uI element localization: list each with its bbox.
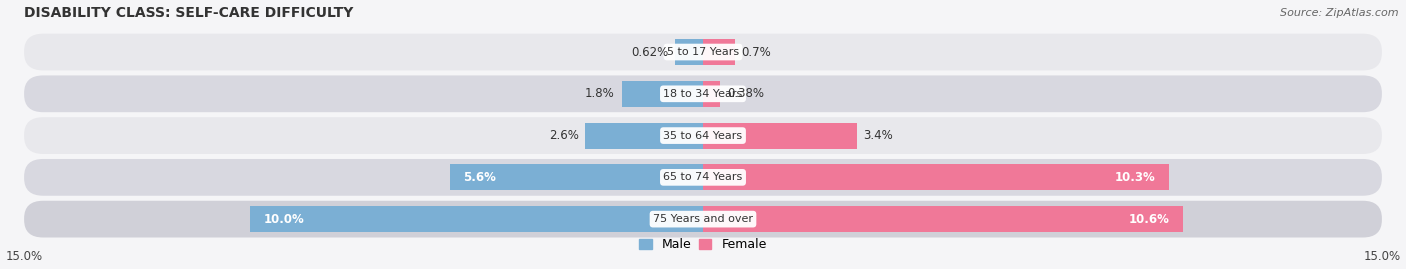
Text: 18 to 34 Years: 18 to 34 Years xyxy=(664,89,742,99)
FancyBboxPatch shape xyxy=(24,75,1382,112)
Text: DISABILITY CLASS: SELF-CARE DIFFICULTY: DISABILITY CLASS: SELF-CARE DIFFICULTY xyxy=(24,6,353,20)
Bar xyxy=(703,206,1182,232)
Text: 5 to 17 Years: 5 to 17 Years xyxy=(666,47,740,57)
Bar xyxy=(450,164,703,190)
Bar xyxy=(703,81,720,107)
Bar xyxy=(703,164,1170,190)
Text: 65 to 74 Years: 65 to 74 Years xyxy=(664,172,742,182)
Bar xyxy=(250,206,703,232)
FancyBboxPatch shape xyxy=(24,159,1382,196)
Text: 1.8%: 1.8% xyxy=(585,87,614,100)
Text: Source: ZipAtlas.com: Source: ZipAtlas.com xyxy=(1281,8,1399,18)
Bar xyxy=(585,123,703,148)
Bar xyxy=(675,39,703,65)
Text: 3.4%: 3.4% xyxy=(863,129,893,142)
FancyBboxPatch shape xyxy=(24,34,1382,70)
Text: 10.0%: 10.0% xyxy=(264,213,305,226)
Text: 35 to 64 Years: 35 to 64 Years xyxy=(664,130,742,141)
Bar xyxy=(703,39,735,65)
Legend: Male, Female: Male, Female xyxy=(640,238,766,251)
Bar xyxy=(703,123,856,148)
Text: 0.38%: 0.38% xyxy=(727,87,763,100)
Text: 75 Years and over: 75 Years and over xyxy=(652,214,754,224)
Text: 10.3%: 10.3% xyxy=(1115,171,1156,184)
FancyBboxPatch shape xyxy=(24,201,1382,238)
Text: 0.7%: 0.7% xyxy=(741,45,772,59)
Text: 10.6%: 10.6% xyxy=(1128,213,1170,226)
Text: 0.62%: 0.62% xyxy=(631,45,668,59)
FancyBboxPatch shape xyxy=(24,117,1382,154)
Text: 5.6%: 5.6% xyxy=(463,171,496,184)
Bar xyxy=(621,81,703,107)
Text: 2.6%: 2.6% xyxy=(548,129,578,142)
